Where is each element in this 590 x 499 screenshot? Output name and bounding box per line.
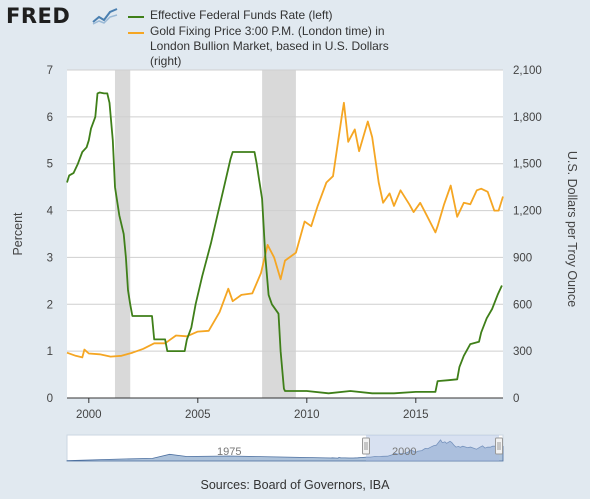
right-tick-label: 300 (513, 346, 532, 358)
trend-chart-icon (92, 6, 118, 26)
right-tick-label: 1,200 (513, 206, 542, 218)
left-tick-label: 1 (47, 346, 53, 358)
right-tick-label: 0 (513, 393, 519, 405)
x-tick-label: 2015 (403, 409, 429, 421)
right-tick-label: 900 (513, 252, 532, 264)
navigator-label: 1975 (217, 446, 241, 458)
recession-band (114, 70, 131, 398)
sources-text: Sources: Board of Governors, IBA (200, 478, 390, 492)
left-tick-label: 4 (47, 206, 54, 218)
legend-item-left[interactable]: Effective Federal Funds Rate (left) (150, 8, 333, 22)
navigator-handle-left[interactable] (362, 437, 370, 455)
left-axis-title: Percent (11, 212, 25, 256)
x-tick-label: 2005 (185, 409, 211, 421)
right-axis-title: U.S. Dollars per Troy Ounce (565, 151, 579, 307)
legend-swatch-left (128, 16, 144, 18)
recession-band (262, 70, 296, 398)
x-tick-label: 2000 (76, 409, 102, 421)
navigator-label: 2000 (392, 446, 416, 458)
navigator-handle-right[interactable] (495, 437, 503, 455)
right-tick-label: 600 (513, 299, 532, 311)
right-tick-label: 2,100 (513, 65, 542, 77)
left-tick-label: 3 (47, 252, 53, 264)
left-tick-label: 5 (47, 159, 53, 171)
left-tick-label: 7 (47, 65, 53, 77)
navigator-area (66, 439, 504, 462)
left-tick-label: 6 (47, 112, 53, 124)
fred-logo[interactable]: FRED (6, 4, 71, 28)
left-tick-label: 0 (47, 393, 53, 405)
series-line-fedfunds[interactable] (66, 91, 503, 395)
chart-area: 0 1 2 3 4 5 6 7 0 300 600 900 1,200 1,500 1,800 2,100 20… (11, 65, 579, 462)
right-tick-label: 1,800 (513, 112, 542, 124)
navigator-selection[interactable] (366, 435, 499, 461)
legend-swatch-right (128, 32, 144, 34)
series-line-gold[interactable] (66, 101, 504, 359)
left-tick-label: 2 (47, 299, 53, 311)
right-tick-label: 1,500 (513, 159, 542, 171)
x-tick-label: 2010 (294, 409, 320, 421)
legend-item-right[interactable]: Gold Fixing Price 3:00 P.M. (London time… (150, 24, 389, 68)
